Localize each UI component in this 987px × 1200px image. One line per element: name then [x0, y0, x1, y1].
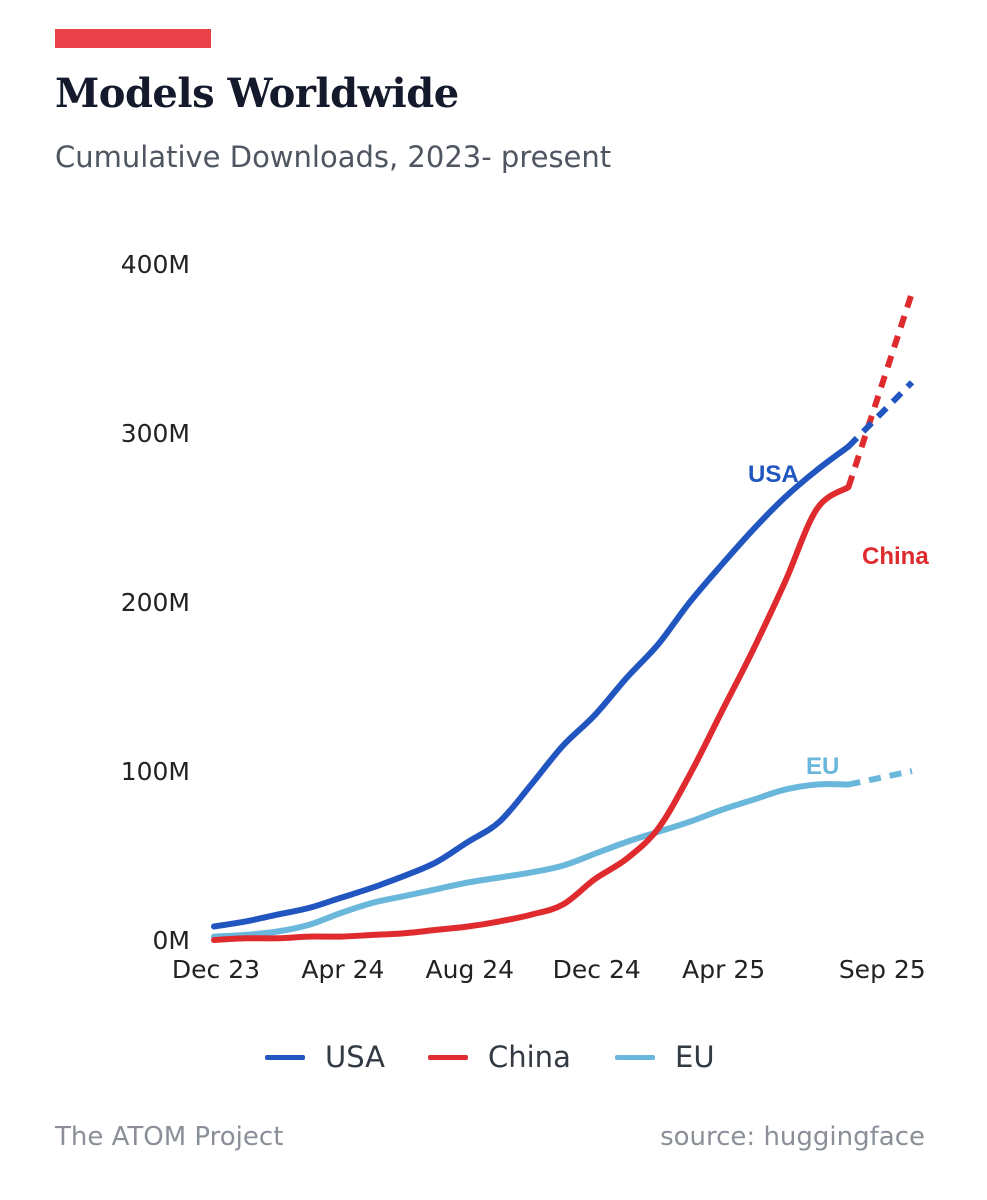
- series-line-usa: [211, 443, 852, 930]
- series-lines: [211, 291, 915, 943]
- legend-label-usa: USA: [325, 1040, 386, 1074]
- chart-legend: USA China EU: [0, 1030, 987, 1084]
- accent-bar: [55, 29, 211, 48]
- series-projection-china: [845, 291, 915, 489]
- x-tick-label-aug-24: Aug 24: [426, 955, 515, 984]
- x-tick-label-sep-25: Sep 25: [839, 955, 926, 984]
- series-label-eu: EU: [806, 753, 839, 780]
- x-tick-label-apr-25: Apr 25: [682, 955, 765, 984]
- x-tick-label-apr-24: Apr 24: [301, 955, 384, 984]
- y-tick-label-300m: 300M: [121, 419, 190, 448]
- chart-subtitle: Cumulative Downloads, 2023- present: [55, 140, 612, 174]
- legend-item-china: China: [428, 1030, 571, 1084]
- y-tick-label-0m: 0M: [153, 926, 190, 955]
- series-projection-eu: [847, 768, 913, 788]
- x-tick-label-dec-24: Dec 24: [553, 955, 641, 984]
- chart-title: Models Worldwide: [55, 70, 459, 117]
- legend-label-eu: EU: [675, 1040, 715, 1074]
- legend-item-usa: USA: [265, 1030, 385, 1084]
- x-tick-label-dec-23: Dec 23: [172, 955, 260, 984]
- series-projection-usa: [846, 380, 915, 449]
- legend-item-eu: EU: [615, 1030, 715, 1084]
- y-tick-label-100m: 100M: [121, 757, 190, 786]
- series-line-eu: [211, 781, 852, 940]
- y-axis-ticks: 0M 100M 200M 300M 400M: [121, 250, 190, 955]
- series-label-china: China: [862, 543, 929, 570]
- series-label-usa: USA: [748, 461, 799, 488]
- x-axis-ticks: Dec 23 Apr 24 Aug 24 Dec 24 Apr 25 Sep 25: [172, 955, 926, 984]
- footer-credit: The ATOM Project: [55, 1122, 284, 1152]
- legend-swatch-eu: [615, 1054, 655, 1060]
- y-tick-label-200m: 200M: [121, 588, 190, 617]
- legend-label-china: China: [488, 1040, 571, 1074]
- series-line-china: [211, 484, 852, 943]
- legend-swatch-usa: [265, 1054, 305, 1060]
- legend-swatch-china: [428, 1054, 468, 1060]
- series-labels: USA China EU: [748, 461, 929, 780]
- footer-source: source: huggingface: [660, 1122, 925, 1152]
- y-tick-label-400m: 400M: [121, 250, 190, 279]
